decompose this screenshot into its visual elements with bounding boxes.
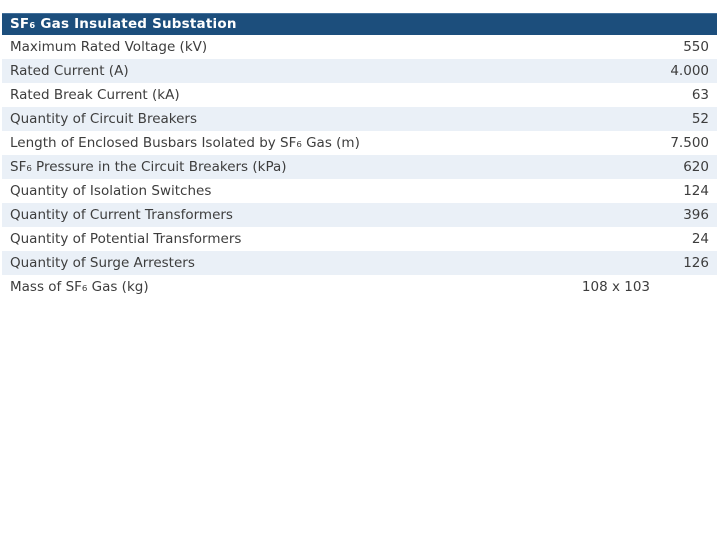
row-label: Quantity of Isolation Switches <box>10 183 212 199</box>
row-label: Quantity of Surge Arresters <box>10 255 195 271</box>
table-title: SF₆ Gas Insulated Substation <box>2 13 717 35</box>
table-row: Quantity of Circuit Breakers 52 <box>2 107 717 131</box>
row-label: Rated Break Current (kA) <box>10 87 180 103</box>
row-value: 124 <box>683 183 709 199</box>
table-row: Quantity of Isolation Switches 124 <box>2 179 717 203</box>
table-row: Quantity of Surge Arresters 126 <box>2 251 717 275</box>
table-row: Rated Break Current (kA) 63 <box>2 83 717 107</box>
row-value: 108 x 103 <box>581 279 650 295</box>
row-label: Rated Current (A) <box>10 63 129 79</box>
table-row: SF₆ Pressure in the Circuit Breakers (kP… <box>2 155 717 179</box>
table-row: Mass of SF₆ Gas (kg) 108 x 103 <box>2 275 717 299</box>
row-label: Maximum Rated Voltage (kV) <box>10 39 208 55</box>
row-value: 396 <box>683 207 709 223</box>
row-label: Length of Enclosed Busbars Isolated by S… <box>10 135 360 151</box>
row-value: 7.500 <box>670 135 709 151</box>
row-label: Quantity of Current Transformers <box>10 207 233 223</box>
row-value: 126 <box>683 255 709 271</box>
table-row: Rated Current (A) 4.000 <box>2 59 717 83</box>
row-label: Quantity of Potential Transformers <box>10 231 242 247</box>
row-value: 4.000 <box>670 63 709 79</box>
row-value: 24 <box>691 231 709 247</box>
row-label: Quantity of Circuit Breakers <box>10 111 197 127</box>
table-row: Quantity of Current Transformers 396 <box>2 203 717 227</box>
table-row: Maximum Rated Voltage (kV) 550 <box>2 35 717 59</box>
table-row: Length of Enclosed Busbars Isolated by S… <box>2 131 717 155</box>
row-value: 52 <box>691 111 709 127</box>
table-row: Quantity of Potential Transformers 24 <box>2 227 717 251</box>
row-label: Mass of SF₆ Gas (kg) <box>10 279 149 295</box>
row-label: SF₆ Pressure in the Circuit Breakers (kP… <box>10 159 287 175</box>
row-value: 620 <box>683 159 709 175</box>
row-value: 550 <box>683 39 709 55</box>
spec-table: SF₆ Gas Insulated Substation Maximum Rat… <box>2 13 717 299</box>
table-rows: Maximum Rated Voltage (kV) 550 Rated Curre… <box>2 35 717 299</box>
row-value: 63 <box>691 87 709 103</box>
